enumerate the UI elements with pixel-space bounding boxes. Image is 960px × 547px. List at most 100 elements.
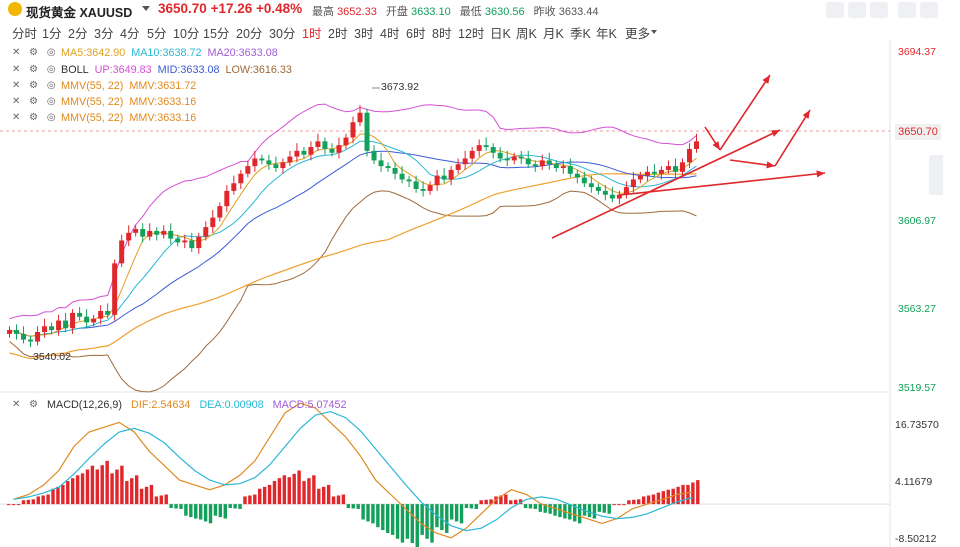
side-panel-toggle[interactable] — [929, 155, 943, 195]
arrow-up-1-head — [762, 75, 770, 84]
candle-body — [504, 158, 510, 161]
symbol-dropdown-icon[interactable] — [142, 6, 150, 11]
symbol-name[interactable]: 现货黄金 XAUUSD — [26, 6, 133, 20]
period-tab-6[interactable]: 10分 — [173, 27, 200, 41]
macd-hist-bar — [445, 504, 449, 533]
macd-hist-bar — [553, 504, 557, 516]
candle-body — [77, 312, 83, 317]
macd-hist-bar — [691, 482, 695, 505]
candle-body — [392, 168, 398, 174]
high-value: 3652.33 — [337, 6, 377, 18]
chart-type-icon[interactable] — [870, 2, 888, 18]
period-tab-1[interactable]: 1分 — [42, 27, 62, 41]
candle-body — [84, 316, 90, 323]
indicator-controls[interactable]: ✕ ⚙ ◎ — [12, 80, 59, 91]
period-tab-9[interactable]: 30分 — [269, 27, 296, 41]
indicator-settings-icon[interactable] — [826, 2, 844, 18]
candle-body — [238, 173, 244, 184]
macd-hist-bar — [577, 504, 582, 524]
macd-hist-bar — [351, 504, 355, 509]
macd-hist-bar — [233, 504, 237, 509]
period-tab-5[interactable]: 5分 — [147, 27, 167, 41]
period-tab-10[interactable]: 1时 — [302, 27, 322, 41]
period-tabs: 分时 1分 2分 3分 4分 5分 10分 15分 20分 30分 1时 2时 3时 4时 6时 8时 12时日… — [0, 20, 960, 41]
period-tab-13[interactable]: 4时 — [380, 27, 400, 41]
period-tab-3[interactable]: 3分 — [94, 27, 114, 41]
candle-body — [301, 150, 307, 155]
draw-tool-icon[interactable] — [848, 2, 866, 18]
macd-hist-bar — [469, 504, 474, 509]
indicator-controls[interactable]: ✕ ⚙ ◎ — [12, 96, 59, 107]
period-tab-15[interactable]: 8时 — [432, 27, 452, 41]
macd-hist-bar — [95, 469, 100, 505]
candle-body — [455, 164, 461, 170]
period-tab-7[interactable]: 15分 — [203, 27, 230, 41]
macd-hist-bar — [218, 504, 223, 518]
macd-dea-line — [13, 410, 693, 532]
macd-hist-bar — [213, 504, 218, 516]
period-tab-0[interactable]: 分时 — [12, 27, 38, 41]
macd-hist-bar — [504, 494, 508, 505]
candle-body — [168, 230, 174, 239]
candle-body — [14, 330, 20, 334]
indicator-controls[interactable]: ✕ ⚙ ◎ — [12, 64, 59, 75]
macd-hist-bar — [11, 504, 16, 506]
period-tab-11[interactable]: 2时 — [328, 27, 348, 41]
period-tab-20[interactable]: 季K — [570, 27, 591, 41]
period-tab-21[interactable]: 年K — [596, 27, 617, 41]
period-tab-22[interactable]: 更多 — [625, 27, 651, 41]
macd-hist-bar — [479, 500, 483, 505]
macd-hist-bar — [46, 494, 50, 505]
macd-hist-bar — [464, 504, 469, 508]
period-tab-2[interactable]: 2分 — [68, 27, 88, 41]
trendline-flat-arrow — [619, 172, 826, 196]
candle-body — [189, 240, 195, 249]
macd-hist-bar — [26, 499, 31, 505]
macd-hist-bar — [258, 488, 262, 505]
candle-body — [658, 169, 664, 174]
macd-hist-bar — [430, 504, 434, 543]
high-marker-label: 3673.92 — [381, 81, 419, 93]
period-tab-12[interactable]: 3时 — [354, 27, 374, 41]
indicator-controls[interactable]: ✕ ⚙ ◎ — [12, 112, 59, 123]
macd-hist-bar — [105, 460, 109, 505]
expand-icon[interactable] — [898, 2, 916, 18]
settings-icon[interactable] — [920, 2, 938, 18]
trendline-flat-arrow-head — [816, 170, 825, 178]
indicator-controls[interactable]: ✕ ⚙ ◎ — [12, 47, 59, 58]
candle-body — [112, 263, 118, 315]
period-tab-8[interactable]: 20分 — [236, 27, 263, 41]
candle-body — [49, 326, 55, 331]
arrow-up-2-head — [802, 110, 810, 119]
period-tab-14[interactable]: 6时 — [406, 27, 426, 41]
period-tab-17[interactable]: 日K — [490, 27, 511, 41]
price-axis-label: 3519.57 — [898, 382, 936, 394]
macd-hist-bar — [282, 475, 287, 505]
candle-body — [350, 122, 356, 138]
macd-hist-bar — [189, 504, 193, 518]
macd-hist-bar — [538, 504, 542, 512]
period-tab-16[interactable]: 12时 — [458, 27, 485, 41]
candle-body — [336, 145, 342, 153]
macd-hist-bar — [617, 504, 621, 506]
period-tab-18[interactable]: 周K — [516, 27, 537, 41]
price-axis-label: 3606.97 — [898, 215, 936, 227]
macd-hist-bar — [70, 478, 75, 505]
macd-hist-bar — [366, 504, 370, 522]
more-caret-icon[interactable] — [651, 30, 657, 34]
candle-body — [427, 185, 433, 191]
macd-dea: DEA:0.00908 — [199, 399, 264, 411]
macd-controls[interactable]: ✕ ⚙ — [12, 399, 42, 410]
candle-body — [252, 158, 258, 167]
macd-hist-bar — [184, 504, 188, 516]
macd-hist-bar — [61, 484, 65, 505]
macd-hist-bar — [243, 496, 247, 505]
period-tab-4[interactable]: 4分 — [120, 27, 140, 41]
candle-body — [42, 326, 48, 332]
macd-hist-bar — [400, 504, 405, 543]
period-tab-19[interactable]: 月K — [543, 27, 564, 41]
macd-hist-bar — [696, 480, 700, 505]
candle-body — [266, 160, 272, 165]
macd-hist-bar — [75, 475, 80, 505]
